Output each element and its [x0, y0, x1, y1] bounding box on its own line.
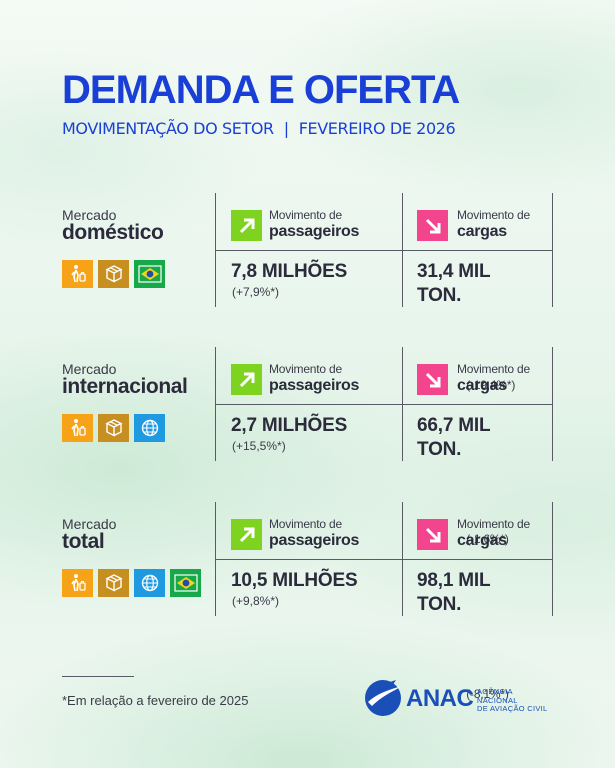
passengers-header-big: passageiros — [269, 532, 360, 549]
passengers-header: Movimento de passageiros — [269, 209, 359, 240]
cargo-unit: TON. — [417, 439, 462, 460]
divider-horizontal — [215, 250, 553, 251]
anac-logo-mark-icon — [365, 680, 402, 716]
divider-horizontal — [215, 404, 553, 405]
brazil-flag-icon — [170, 569, 201, 597]
passengers-value: 2,7 MILHÕES — [231, 415, 348, 436]
market-label: doméstico — [62, 221, 164, 244]
cargo-header-big: cargas — [457, 223, 507, 240]
passengers-value: 7,8 MILHÕES — [231, 261, 348, 282]
passengers-change: (+9,8%*) — [232, 594, 280, 608]
footnote: *Em relação a fevereiro de 2025 — [62, 693, 249, 708]
cargo-header: Movimento de cargas — [457, 518, 530, 549]
subtitle-period: FEVEREIRO DE 2026 — [298, 119, 456, 138]
passengers-header-big: passageiros — [269, 223, 360, 240]
cargo-box-icon — [98, 414, 129, 442]
passengers-change: (+7,9%*) — [232, 285, 280, 299]
cargo-box-icon — [98, 260, 129, 288]
cargo-box-icon — [98, 569, 129, 597]
cargo-change: (-1,6%*) — [466, 532, 509, 546]
section-international: Mercado internacional Movimento de passa… — [0, 347, 615, 545]
cargo-header: Movimento de cargas — [457, 209, 530, 240]
anac-logo-word: ANAC — [406, 685, 474, 712]
market-label-small: Mercado — [62, 361, 117, 377]
brazil-flag-icon — [134, 260, 165, 288]
passengers-header: Movimento de passageiros — [269, 518, 359, 549]
cargo-header-small: Movimento de — [457, 208, 530, 222]
passenger-icon — [62, 260, 93, 288]
cargo-header-small: Movimento de — [457, 517, 530, 531]
page-subtitle: MOVIMENTAÇÃO DO SETOR | FEVEREIRO DE 2026 — [62, 119, 456, 138]
cargo-value-unit: TON. (-19,4%*) — [417, 285, 515, 391]
passengers-header-small: Movimento de — [269, 362, 342, 376]
cargo-unit: TON. — [417, 285, 462, 306]
page-title: DEMANDA E OFERTA — [62, 68, 460, 112]
passengers-header-small: Movimento de — [269, 208, 342, 222]
market-icons — [62, 260, 165, 288]
market-label: internacional — [62, 375, 188, 398]
market-icons — [62, 414, 165, 442]
footnote-divider — [62, 676, 134, 677]
cargo-header-big: cargas — [457, 377, 507, 394]
passenger-icon — [62, 414, 93, 442]
arrow-down-icon — [417, 519, 448, 550]
subtitle-separator: | — [283, 119, 289, 138]
cargo-value-unit: TON. (-1,6%*) — [417, 439, 509, 545]
arrow-up-icon — [231, 364, 262, 395]
cargo-header-big: cargas — [457, 532, 507, 549]
anac-logo-sub-line1: AGÊNCIA NACIONAL — [477, 687, 518, 705]
market-label-small: Mercado — [62, 207, 117, 223]
arrow-down-icon — [417, 364, 448, 395]
subtitle-sector: MOVIMENTAÇÃO DO SETOR — [62, 119, 274, 138]
cargo-change: (-8,1%*) — [466, 687, 509, 701]
arrow-up-icon — [231, 519, 262, 550]
cargo-value-unit: TON. (-8,1%*) — [417, 594, 509, 700]
cargo-value: 66,7 MIL — [417, 415, 491, 436]
market-label-small: Mercado — [62, 516, 117, 532]
arrow-down-icon — [417, 210, 448, 241]
arrow-up-icon — [231, 210, 262, 241]
cargo-change: (-19,4%*) — [466, 378, 516, 392]
cargo-header: Movimento de cargas — [457, 363, 530, 394]
anac-logo-subtitle: AGÊNCIA NACIONAL DE AVIAÇÃO CIVIL — [477, 687, 552, 714]
passengers-header-small: Movimento de — [269, 517, 342, 531]
passengers-header: Movimento de passageiros — [269, 363, 359, 394]
passenger-icon — [62, 569, 93, 597]
passengers-value: 10,5 MILHÕES — [231, 570, 358, 591]
section-total: Mercado total Movimento de passageiros M… — [0, 502, 615, 700]
globe-icon — [134, 569, 165, 597]
anac-logo-sub-line2: DE AVIAÇÃO CIVIL — [477, 704, 548, 714]
cargo-unit: TON. — [417, 594, 462, 615]
cargo-header-small: Movimento de — [457, 362, 530, 376]
cargo-value: 98,1 MIL — [417, 570, 491, 591]
divider-horizontal — [215, 559, 553, 560]
cargo-value: 31,4 MIL — [417, 261, 491, 282]
market-label: total — [62, 530, 105, 553]
globe-icon — [134, 414, 165, 442]
passengers-header-big: passageiros — [269, 377, 360, 394]
market-icons — [62, 569, 201, 597]
passengers-change: (+15,5%*) — [232, 439, 286, 453]
anac-logo: ANAC AGÊNCIA NACIONAL DE AVIAÇÃO CIVIL — [362, 676, 552, 718]
section-domestic: Mercado doméstico Movimento de passageir… — [0, 193, 615, 391]
